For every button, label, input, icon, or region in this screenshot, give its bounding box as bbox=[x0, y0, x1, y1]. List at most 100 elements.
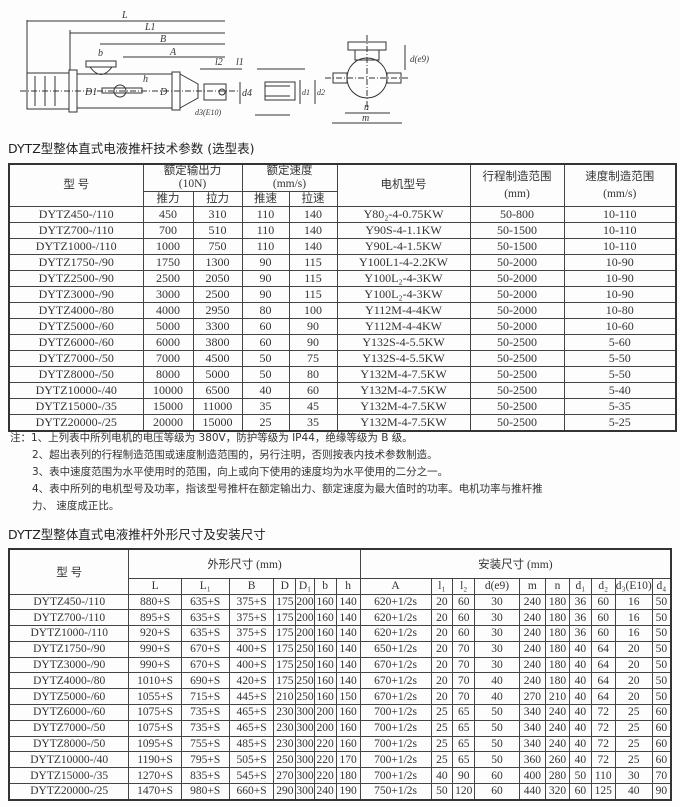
cell-push-speed: 60 bbox=[241, 318, 290, 335]
cell-push-speed: 50 bbox=[241, 350, 290, 367]
cell-dimension: 160 bbox=[313, 625, 337, 642]
table-row: DYTZ3000-/90 3000 2500 90 115 Y100L₂-4-3KW 50-… bbox=[8, 286, 677, 303]
header-push-speed: 推速 bbox=[241, 191, 290, 207]
cell-dimension: 545+S bbox=[228, 767, 275, 785]
cell-dimension: 160 bbox=[335, 735, 361, 753]
cell-dimension: 120 bbox=[452, 783, 476, 801]
cell-dimension: 65 bbox=[452, 751, 476, 769]
cell-dimension: 240 bbox=[518, 625, 546, 642]
cell-push-force: 20000 bbox=[142, 414, 194, 432]
cell-stroke-range: 50-2500 bbox=[469, 334, 565, 351]
cell-dimension: 375+S bbox=[228, 625, 275, 642]
cell-dimension: 60 bbox=[474, 783, 520, 801]
cell-push-force: 5000 bbox=[142, 318, 194, 335]
cell-motor-model: Y100L₂-4-3KW bbox=[336, 270, 471, 287]
cell-model: DYTZ1000-/110 bbox=[8, 238, 144, 255]
cell-dimension: 50 bbox=[651, 625, 672, 642]
cell-pull-speed: 75 bbox=[288, 350, 338, 367]
cell-dimension: 755+S bbox=[180, 735, 230, 753]
cell-speed-range: 5-60 bbox=[563, 334, 677, 351]
cell-push-speed: 90 bbox=[241, 270, 290, 287]
cell-dimension: 895+S bbox=[128, 609, 182, 627]
cell-stroke-range: 50-2500 bbox=[469, 398, 565, 415]
cell-dimension: 175 bbox=[273, 656, 297, 674]
header-force-unit: (10N) bbox=[178, 178, 207, 190]
cell-dimension: 140 bbox=[335, 640, 361, 658]
cell-push-speed: 90 bbox=[241, 254, 290, 271]
cell-model: DYTZ20000-/25 bbox=[8, 783, 130, 801]
cell-model: DYTZ700-/110 bbox=[8, 609, 130, 627]
cell-pull-force: 310 bbox=[192, 206, 243, 223]
cell-dimension: 835+S bbox=[180, 767, 230, 785]
cell-dimension: 25 bbox=[430, 735, 454, 753]
header-col: d(e9) bbox=[474, 577, 520, 595]
table-row: DYTZ15000-/35 15000 11000 35 45 Y132M-4-7.5KW… bbox=[8, 398, 677, 415]
cell-dimension: 40 bbox=[568, 688, 592, 706]
header-speed-unit: (mm/s) bbox=[272, 178, 307, 190]
cell-dimension: 20 bbox=[430, 672, 454, 690]
cell-dimension: 30 bbox=[474, 593, 520, 611]
cell-pull-speed: 140 bbox=[288, 238, 338, 255]
table-row: DYTZ10000-/40 1190+S 795+S 505+S 250 300 220 17… bbox=[8, 751, 672, 769]
cell-dimension: 40 bbox=[568, 656, 592, 674]
cell-model: DYTZ10000-/40 bbox=[8, 382, 144, 399]
cell-pull-force: 1300 bbox=[192, 254, 243, 271]
cell-model: DYTZ4000-/80 bbox=[8, 302, 144, 319]
header-speed-label: 额定速度 bbox=[266, 165, 313, 177]
cell-model: DYTZ1000-/110 bbox=[8, 625, 130, 642]
cell-dimension: 240 bbox=[544, 735, 570, 753]
cell-stroke-range: 50-2500 bbox=[469, 366, 565, 383]
table-row: DYTZ6000-/60 6000 3800 60 90 Y132S-4-5.5KW 50-… bbox=[8, 334, 677, 351]
cell-dimension: 160 bbox=[313, 640, 337, 658]
cell-dimension: 65 bbox=[452, 735, 476, 753]
cell-dimension: 620+1/2s bbox=[359, 625, 432, 642]
cell-dimension: 240 bbox=[313, 783, 337, 801]
cell-dimension: 340 bbox=[518, 704, 546, 721]
cell-dimension: 36 bbox=[568, 609, 592, 627]
table-row: DYTZ20000-/25 1470+S 980+S 660+S 290 300 240 19… bbox=[8, 783, 672, 801]
cell-dimension: 270 bbox=[273, 767, 297, 785]
header-speed: 额定速度 (mm/s) bbox=[241, 163, 338, 192]
cell-dimension: 650+1/2s bbox=[359, 640, 432, 658]
cell-dimension: 620+1/2s bbox=[359, 593, 432, 611]
cell-dimension: 170 bbox=[335, 751, 361, 769]
note-1: 注：1、上列表中所列电机的电压等级为 380V，防护等级为 IP44，绝缘等级为… bbox=[10, 432, 413, 444]
cell-dimension: 660+S bbox=[228, 783, 275, 801]
cell-dimension: 375+S bbox=[228, 609, 275, 627]
cell-dimension: 60 bbox=[651, 704, 672, 721]
cell-model: DYTZ8000-/50 bbox=[8, 735, 130, 753]
cell-speed-range: 5-25 bbox=[563, 414, 677, 432]
cell-dimension: 25 bbox=[430, 751, 454, 769]
cell-dimension: 50 bbox=[568, 767, 592, 785]
cell-dimension: 30 bbox=[474, 640, 520, 658]
table-row: DYTZ20000-/25 20000 15000 25 35 Y132M-4-7.5KW… bbox=[8, 414, 677, 432]
cell-dimension: 200 bbox=[295, 609, 315, 627]
dim-label: d3(E10) bbox=[195, 108, 222, 117]
cell-pull-force: 510 bbox=[192, 222, 243, 239]
cell-dimension: 160 bbox=[313, 688, 337, 706]
cell-dimension: 30 bbox=[474, 609, 520, 627]
cell-model: DYTZ3000-/90 bbox=[8, 286, 144, 303]
cell-dimension: 60 bbox=[651, 735, 672, 753]
cell-dimension: 735+S bbox=[180, 704, 230, 721]
cell-dimension: 420+S bbox=[228, 672, 275, 690]
dim-label: d4 bbox=[242, 88, 252, 99]
cell-dimension: 300 bbox=[295, 735, 315, 753]
header-pull: 拉力 bbox=[192, 191, 243, 207]
table-row: DYTZ1000-/110 1000 750 110 140 Y90L-4-1.5KW 50… bbox=[8, 238, 677, 255]
cell-dimension: 1190+S bbox=[128, 751, 182, 769]
cell-dimension: 72 bbox=[590, 704, 616, 721]
header-col: d₃(E10) bbox=[614, 577, 653, 595]
cell-dimension: 50 bbox=[474, 735, 520, 753]
cell-dimension: 25 bbox=[430, 704, 454, 721]
table-row: DYTZ5000-/60 5000 3300 60 90 Y112M-4-4KW 50-20… bbox=[8, 318, 677, 335]
cell-push-force: 8000 bbox=[142, 366, 194, 383]
cell-pull-speed: 60 bbox=[288, 382, 338, 399]
cell-dimension: 175 bbox=[273, 609, 297, 627]
cell-push-speed: 110 bbox=[241, 222, 290, 239]
cell-push-force: 6000 bbox=[142, 334, 194, 351]
cell-dimension: 175 bbox=[273, 593, 297, 611]
cell-motor-model: Y100L₂-4-3KW bbox=[336, 286, 471, 303]
cell-dimension: 20 bbox=[430, 656, 454, 674]
table-row: DYTZ450-/110 880+S 635+S 375+S 175 200 160 140 6… bbox=[8, 593, 672, 611]
